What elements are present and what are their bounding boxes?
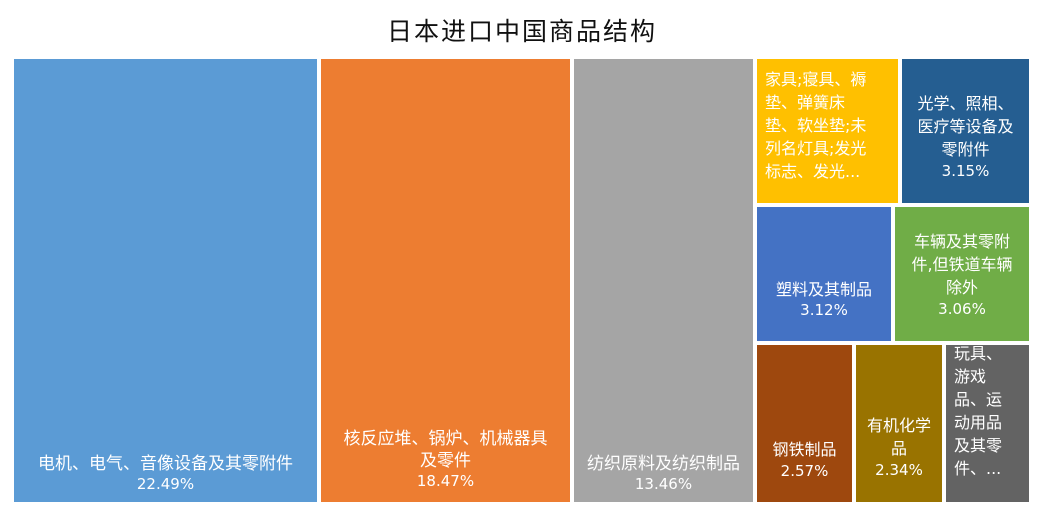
treemap-label: 电机、电气、音像设备及其零附件 bbox=[38, 454, 293, 474]
treemap-value-label: 2.34% bbox=[875, 461, 923, 479]
treemap-rect bbox=[895, 207, 1029, 341]
treemap-rect bbox=[757, 59, 898, 203]
treemap-label: 零附件 bbox=[941, 140, 989, 159]
treemap-label: 动用品 bbox=[954, 413, 1002, 432]
treemap-label: 及其零 bbox=[954, 436, 1002, 455]
treemap-label: 品 bbox=[891, 439, 907, 458]
treemap-value-label: 3.15% bbox=[942, 162, 990, 180]
treemap-rect bbox=[757, 207, 891, 341]
treemap-label: 光学、照相、 bbox=[917, 94, 1013, 113]
treemap-value-label: 22.49% bbox=[137, 475, 194, 493]
treemap-value-label: 13.46% bbox=[635, 475, 692, 493]
treemap-value-label: 3.06% bbox=[938, 300, 986, 318]
treemap-label: 纺织原料及纺织制品 bbox=[587, 454, 740, 474]
treemap-label: 列名灯具;发光 bbox=[765, 139, 866, 158]
treemap-rect bbox=[946, 345, 1029, 502]
treemap-tile: 家具;寝具、褥垫、弹簧床垫、软坐垫;未列名灯具;发光标志、发光... bbox=[757, 59, 898, 203]
treemap-label: 垫、软坐垫;未 bbox=[765, 116, 866, 135]
treemap-rect bbox=[757, 345, 852, 502]
treemap-rect bbox=[321, 59, 570, 502]
treemap-label: 有机化学 bbox=[867, 416, 931, 435]
treemap-label: 车辆及其零附 bbox=[914, 232, 1010, 251]
treemap-rect bbox=[574, 59, 753, 502]
treemap-tile: 塑料及其制品 3.12% bbox=[757, 207, 891, 341]
treemap-label: 件、... bbox=[954, 459, 1001, 478]
treemap-rect bbox=[14, 59, 317, 502]
treemap-label: 玩具、 bbox=[954, 344, 1002, 363]
treemap-label: 标志、发光... bbox=[765, 162, 860, 181]
treemap-label: 及零件 bbox=[420, 451, 471, 471]
treemap-value-label: 2.57% bbox=[781, 462, 829, 480]
treemap-value-label: 18.47% bbox=[417, 472, 474, 490]
treemap-label: 垫、弹簧床 bbox=[765, 93, 845, 112]
treemap-rect bbox=[856, 345, 942, 502]
treemap-tile: 玩具、游戏品、运动用品及其零件、... bbox=[946, 344, 1029, 502]
treemap-label: 家具;寝具、褥 bbox=[765, 70, 866, 89]
treemap-label: 医疗等设备及 bbox=[917, 117, 1013, 136]
treemap-label: 件,但铁道车辆 bbox=[911, 255, 1012, 274]
treemap-tile: 钢铁制品 2.57% bbox=[757, 345, 852, 502]
treemap-label: 钢铁制品 bbox=[772, 440, 836, 459]
treemap-label: 除外 bbox=[946, 278, 978, 297]
treemap-label: 品、运 bbox=[954, 390, 1002, 409]
treemap-label: 核反应堆、锅炉、机械器具 bbox=[344, 429, 548, 449]
treemap-label: 塑料及其制品 bbox=[776, 280, 872, 299]
chart-title: 日本进口中国商品结构 bbox=[386, 17, 657, 46]
treemap-value-label: 3.12% bbox=[800, 301, 848, 319]
treemap-label: 游戏 bbox=[954, 367, 986, 386]
treemap-rect bbox=[902, 59, 1029, 203]
